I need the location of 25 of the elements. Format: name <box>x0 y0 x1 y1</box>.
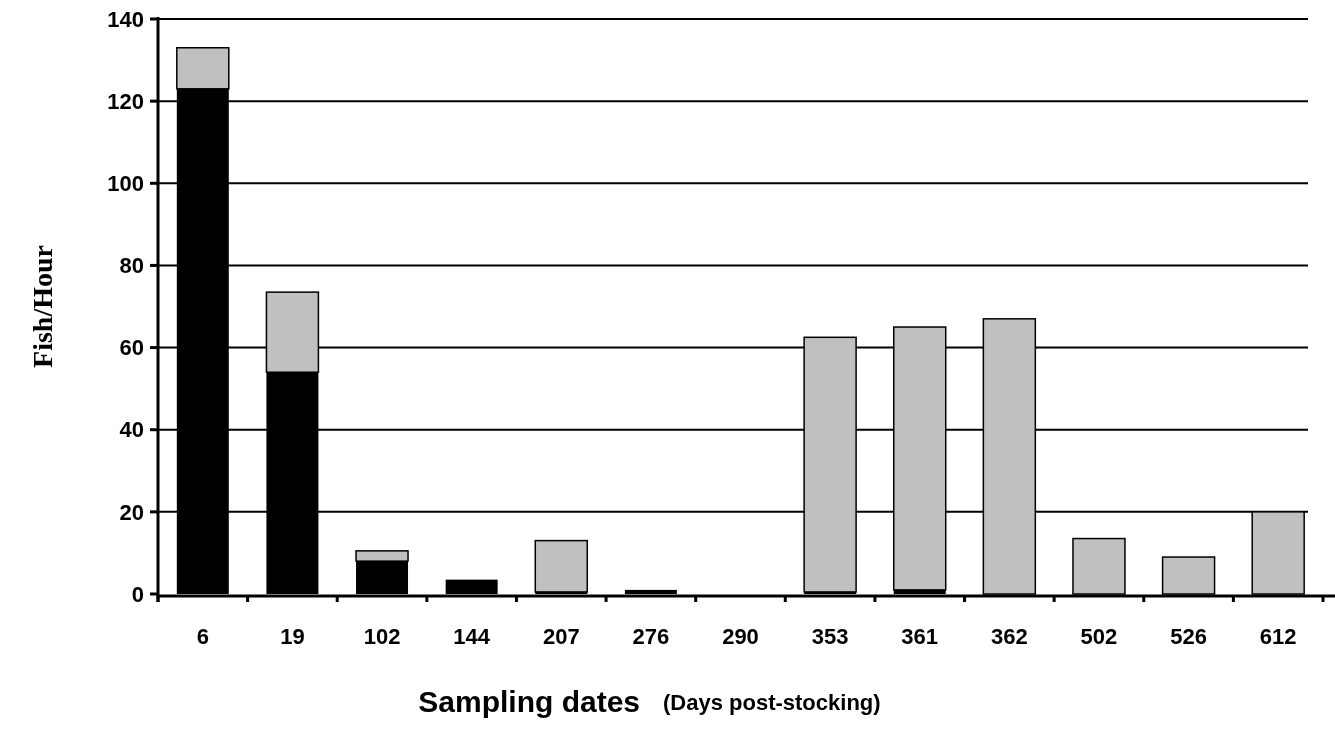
x-tick-label: 276 <box>632 624 670 649</box>
y-axis-title: Fish/Hour <box>26 245 58 368</box>
x-tick-label: 361 <box>901 624 939 649</box>
x-axis-title: Sampling dates <box>418 685 640 718</box>
y-tick-label: 80 <box>119 253 144 279</box>
x-tick-label: 102 <box>363 624 401 649</box>
x-tick-label: 6 <box>196 624 209 649</box>
y-tick-label: 60 <box>119 335 144 361</box>
y-tick-label: 100 <box>107 170 144 196</box>
y-tick-label: 20 <box>119 499 144 525</box>
y-tick-label: 0 <box>131 581 144 607</box>
y-tick-label: 140 <box>107 6 144 32</box>
x-tick-label: 144 <box>453 624 491 649</box>
x-tick-label: 353 <box>811 624 849 649</box>
x-tick-label: 19 <box>280 624 305 649</box>
y-tick-label: 40 <box>119 417 144 443</box>
x-tick-label: 362 <box>990 624 1028 649</box>
x-tick-label: 612 <box>1259 624 1297 649</box>
bar <box>534 539 589 593</box>
x-tick-label: 207 <box>542 624 580 649</box>
x-tick-label: 502 <box>1080 624 1118 649</box>
x-tick-label: 526 <box>1170 624 1207 649</box>
y-tick-label: 120 <box>107 88 144 114</box>
x-tick-label: 290 <box>722 624 759 649</box>
text: (Days post-stocking) <box>663 690 881 715</box>
